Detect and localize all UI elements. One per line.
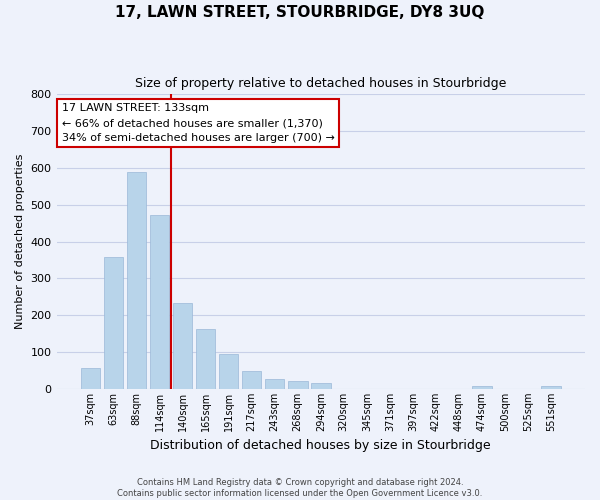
Bar [242,371,262,389]
Y-axis label: Number of detached properties: Number of detached properties [15,154,25,330]
Title: Size of property relative to detached houses in Stourbridge: Size of property relative to detached ho… [135,78,506,90]
Bar [149,215,169,389]
Bar [265,380,284,389]
Bar [472,386,492,389]
Bar [311,384,331,389]
Bar [104,258,123,389]
Text: 17 LAWN STREET: 133sqm
← 66% of detached houses are smaller (1,370)
34% of semi-: 17 LAWN STREET: 133sqm ← 66% of detached… [62,104,335,143]
Bar [80,368,100,389]
X-axis label: Distribution of detached houses by size in Stourbridge: Distribution of detached houses by size … [151,440,491,452]
Text: 17, LAWN STREET, STOURBRIDGE, DY8 3UQ: 17, LAWN STREET, STOURBRIDGE, DY8 3UQ [115,5,485,20]
Bar [127,172,146,389]
Bar [541,386,561,389]
Bar [288,381,308,389]
Bar [173,303,193,389]
Bar [196,329,215,389]
Text: Contains HM Land Registry data © Crown copyright and database right 2024.
Contai: Contains HM Land Registry data © Crown c… [118,478,482,498]
Bar [219,354,238,389]
